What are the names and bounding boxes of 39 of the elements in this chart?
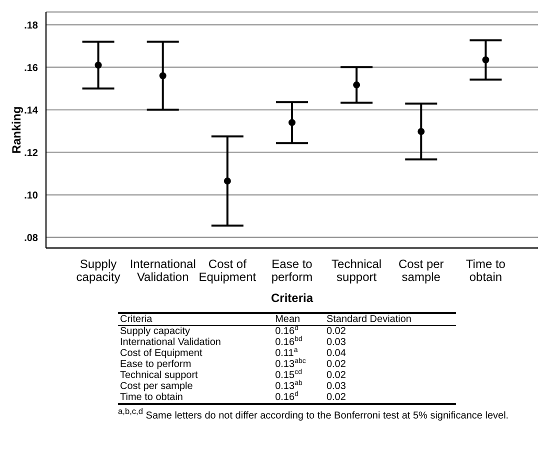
text: 0.11$^{a}$ bbox=[274, 347, 298, 359]
y-tick-label: .14 bbox=[24, 105, 38, 116]
x-tick-label: Cost per sample bbox=[398, 257, 444, 284]
category-label: Technical support bbox=[120, 370, 198, 381]
x-tick-label: Time to obtain bbox=[466, 257, 506, 284]
x-tick-label: Supply capacity bbox=[76, 257, 120, 284]
y-tick-label: .18 bbox=[24, 20, 38, 32]
text: Mean bbox=[274, 313, 302, 325]
text: 0.03 bbox=[325, 337, 347, 348]
text: Criteria bbox=[119, 313, 154, 326]
y-axis-title: Ranking bbox=[9, 106, 24, 154]
text: 0.02 bbox=[325, 326, 347, 337]
y-tick-label: .12 bbox=[24, 148, 38, 159]
text: 0.04 bbox=[325, 348, 347, 359]
x-axis-title: Criteria bbox=[270, 291, 314, 305]
text: 0.02 bbox=[325, 359, 347, 370]
category-label: Cost per sample bbox=[120, 381, 193, 392]
category-label: Cost of Equipment bbox=[120, 348, 202, 359]
category-label: Supply capacity bbox=[120, 326, 190, 337]
text: 0.02 bbox=[325, 370, 347, 381]
text: 0.15$^{cd}$ bbox=[274, 369, 302, 381]
text: 0.16$^{bd}$ bbox=[274, 336, 304, 348]
text: 0.03 bbox=[325, 381, 347, 392]
text: 0.16$^{d}$ bbox=[274, 391, 300, 404]
text: Standard Deviation bbox=[325, 313, 412, 326]
text: 0.02 bbox=[325, 392, 347, 404]
y-tick-label: .08 bbox=[24, 232, 38, 244]
x-tick-label: Ease to perform bbox=[271, 257, 313, 284]
y-tick-label: .10 bbox=[24, 190, 38, 202]
x-tick-label: Cost of Equipment bbox=[198, 257, 257, 284]
text: 0.13$^{abc}$ bbox=[274, 358, 307, 370]
x-tick-label: Technical support bbox=[332, 257, 382, 284]
text: $^{a,b,c,d}$ Same letters do not differ according to the Bonferroni test at 5% significance level. bbox=[118, 405, 509, 422]
y-tick-label: .16 bbox=[24, 62, 38, 74]
category-label: Time to obtain bbox=[120, 392, 183, 403]
category-label: International Validation bbox=[120, 337, 221, 348]
category-label: Ease to perform bbox=[120, 359, 192, 370]
text: 0.13$^{ab}$ bbox=[274, 380, 304, 392]
x-tick-label: International Validation bbox=[130, 257, 196, 284]
